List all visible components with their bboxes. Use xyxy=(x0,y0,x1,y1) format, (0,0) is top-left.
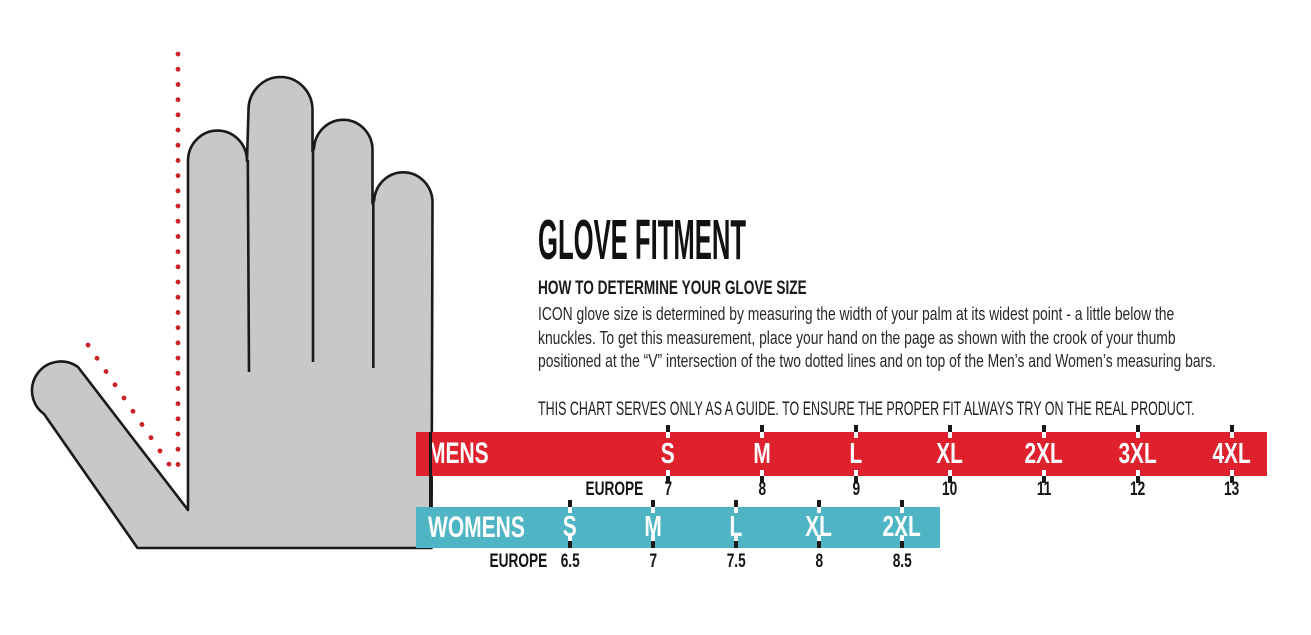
section-heading-text: HOW TO DETERMINE YOUR GLOVE SIZE xyxy=(538,277,807,299)
instructions-paragraph: ICON glove size is determined by measuri… xyxy=(538,302,1311,373)
size-tick xyxy=(666,425,670,483)
dotted-measure-lines xyxy=(85,51,181,480)
instructions-line: knuckles. To get this measurement, place… xyxy=(538,326,1176,348)
size-tick xyxy=(900,500,904,548)
section-heading: HOW TO DETERMINE YOUR GLOVE SIZE xyxy=(538,277,922,299)
mens-europe-10: 10 xyxy=(910,480,990,500)
size-tick xyxy=(651,500,655,548)
europe-size-value: 9 xyxy=(852,479,860,500)
instructions-line: positioned at the “V” intersection of th… xyxy=(538,350,1216,371)
europe-size-value: 8 xyxy=(758,479,766,500)
mens-europe-label-text: EUROPE xyxy=(585,479,643,500)
size-tick xyxy=(1230,425,1234,483)
size-tick xyxy=(734,500,738,548)
instructions-line: ICON glove size is determined by measuri… xyxy=(538,303,1175,324)
size-tick xyxy=(817,500,821,548)
womens-europe-label-text: EUROPE xyxy=(489,551,547,572)
size-tick xyxy=(948,425,952,483)
europe-size-value: 13 xyxy=(1224,479,1240,500)
europe-size-value: 12 xyxy=(1130,479,1146,500)
mens-europe-label: EUROPE xyxy=(533,480,643,500)
mens-europe-12: 12 xyxy=(1098,480,1178,500)
palm-edge-line xyxy=(429,432,432,507)
womens-europe-8-5: 8.5 xyxy=(862,552,942,572)
europe-size-value: 6.5 xyxy=(560,551,580,572)
europe-size-value: 8.5 xyxy=(892,551,912,572)
europe-size-value: 10 xyxy=(942,479,958,500)
mens-europe-11: 11 xyxy=(1004,480,1084,500)
page-title-text: GLOVE FITMENT xyxy=(538,208,747,272)
mens-europe-13: 13 xyxy=(1192,480,1272,500)
womens-europe-7: 7 xyxy=(613,552,693,572)
hand-illustration xyxy=(30,51,434,550)
page-title: GLOVE FITMENT xyxy=(538,212,1000,269)
womens-bar-label-text: WOMENS xyxy=(428,510,525,544)
womens-europe-8: 8 xyxy=(779,552,859,572)
womens-europe-6-5: 6.5 xyxy=(530,552,610,572)
europe-size-value: 8 xyxy=(815,551,823,572)
womens-bar-label: WOMENS xyxy=(428,507,566,548)
hand-outline xyxy=(30,75,434,550)
size-tick xyxy=(568,500,572,548)
mens-europe-9: 9 xyxy=(816,480,896,500)
mens-bar-label: MENS xyxy=(428,432,515,476)
europe-size-value: 7 xyxy=(649,551,657,572)
guide-disclaimer-text: THIS CHART SERVES ONLY AS A GUIDE. TO EN… xyxy=(538,398,1195,420)
europe-size-value: 7 xyxy=(664,479,672,500)
womens-europe-7-5: 7.5 xyxy=(696,552,776,572)
mens-europe-8: 8 xyxy=(722,480,802,500)
size-tick xyxy=(1136,425,1140,483)
finger-separation-lines xyxy=(246,150,375,373)
guide-disclaimer: THIS CHART SERVES ONLY AS A GUIDE. TO EN… xyxy=(538,398,1311,420)
size-tick xyxy=(854,425,858,483)
size-tick xyxy=(1042,425,1046,483)
mens-bar-label-text: MENS xyxy=(428,437,489,470)
europe-size-value: 7.5 xyxy=(726,551,746,572)
europe-size-value: 11 xyxy=(1036,479,1052,500)
mens-europe-7: 7 xyxy=(628,480,708,500)
womens-europe-label: EUROPE xyxy=(437,552,547,572)
size-tick xyxy=(760,425,764,483)
womens-size-bar: WOMENS S M L XL 2XL xyxy=(416,507,940,548)
diagonal-dotted-line xyxy=(85,342,180,479)
